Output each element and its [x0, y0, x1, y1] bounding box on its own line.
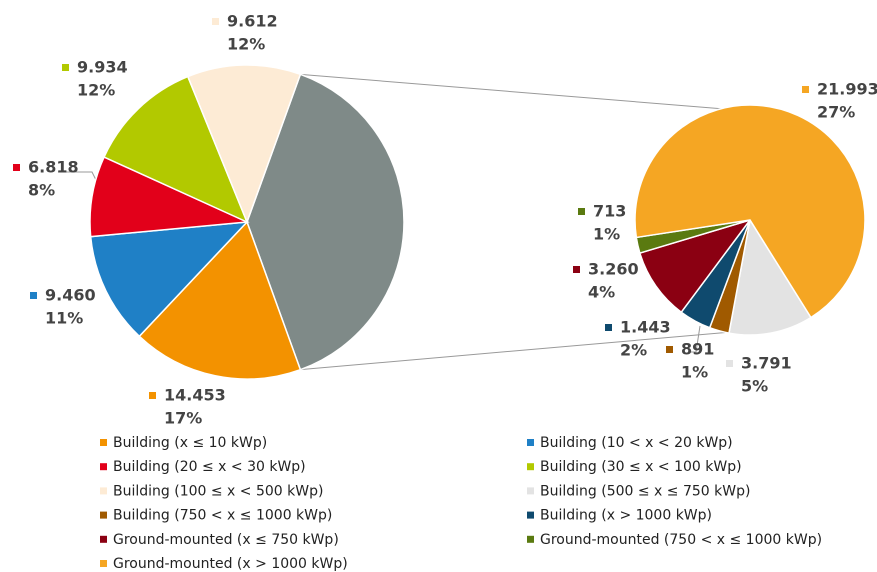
percent-label: 4% [588, 283, 615, 302]
pie-slice [138, 220, 302, 380]
value-label: 713 [593, 202, 626, 221]
legend-label: Ground-mounted (750 < x ≤ 1000 kWp) [540, 532, 822, 548]
value-label: 3.260 [588, 260, 639, 279]
label-swatch [149, 392, 156, 399]
percent-label: 12% [77, 81, 115, 100]
percent-label: 1% [593, 225, 620, 244]
legend-label: Building (750 < x ≤ 1000 kWp) [113, 508, 332, 524]
percent-label: 8% [28, 181, 55, 200]
connectors [300, 73, 797, 371]
legend-swatch [527, 463, 534, 471]
percent-label: 12% [227, 35, 265, 54]
label-swatch [802, 86, 809, 93]
label-swatch [726, 360, 733, 367]
label-swatch [212, 18, 219, 25]
percent-label: 17% [164, 409, 202, 428]
legend-swatch [100, 439, 107, 446]
legend-label: Building (500 ≤ x ≤ 750 kWp) [540, 483, 750, 499]
value-label: 14.453 [164, 386, 226, 405]
pie-slice [103, 75, 249, 224]
legend-swatch [527, 535, 534, 543]
label-swatch [62, 64, 69, 71]
connector-line [300, 326, 794, 371]
pie-slice [246, 73, 405, 371]
legend-label: Building (x > 1000 kWp) [540, 508, 712, 524]
label-swatch [13, 164, 20, 171]
legend-swatch [100, 487, 107, 495]
legend-swatch [100, 511, 107, 519]
pie-slice [728, 217, 812, 336]
legend-label: Ground-mounted (x ≤ 750 kWp) [113, 532, 339, 548]
pie-slice [634, 104, 866, 319]
value-label: 21.993 [817, 80, 877, 99]
pie-slice [186, 64, 302, 225]
value-label: 3.791 [741, 354, 792, 373]
legend-label: Building (10 < x < 20 kWp) [540, 435, 733, 451]
legend-label: Building (100 ≤ x < 500 kWp) [113, 483, 323, 499]
leader-line [690, 325, 701, 353]
value-label: 1.443 [620, 318, 671, 337]
percent-label: 5% [741, 377, 768, 396]
percent-label: 2% [620, 341, 647, 360]
legend-swatch [527, 487, 534, 495]
value-label: 9.934 [77, 58, 128, 77]
value-label: 891 [681, 340, 714, 359]
label-swatch [605, 324, 612, 331]
legend-swatch [100, 560, 107, 567]
value-label: 9.612 [227, 12, 278, 31]
legend-swatch [100, 535, 107, 543]
legend-label: Building (20 ≤ x < 30 kWp) [113, 459, 306, 475]
legend-label: Building (30 ≤ x < 100 kWp) [540, 459, 742, 475]
label-swatch [666, 346, 673, 353]
percent-label: 11% [45, 309, 83, 328]
legend-swatch [100, 463, 107, 471]
percent-label: 27% [817, 103, 855, 122]
label-swatch [30, 292, 37, 299]
legend-swatch [527, 439, 534, 446]
connector-line [300, 73, 797, 116]
value-label: 9.460 [45, 286, 96, 305]
value-label: 6.818 [28, 158, 79, 177]
pie-slice [638, 218, 752, 314]
pie-slice [89, 221, 249, 338]
legend-label: Building (x ≤ 10 kWp) [113, 435, 267, 451]
label-swatch [578, 208, 585, 215]
legend-swatch [527, 511, 534, 519]
label-swatch [573, 266, 580, 273]
legend-label: Ground-mounted (x > 1000 kWp) [113, 556, 348, 572]
percent-label: 1% [681, 363, 708, 382]
